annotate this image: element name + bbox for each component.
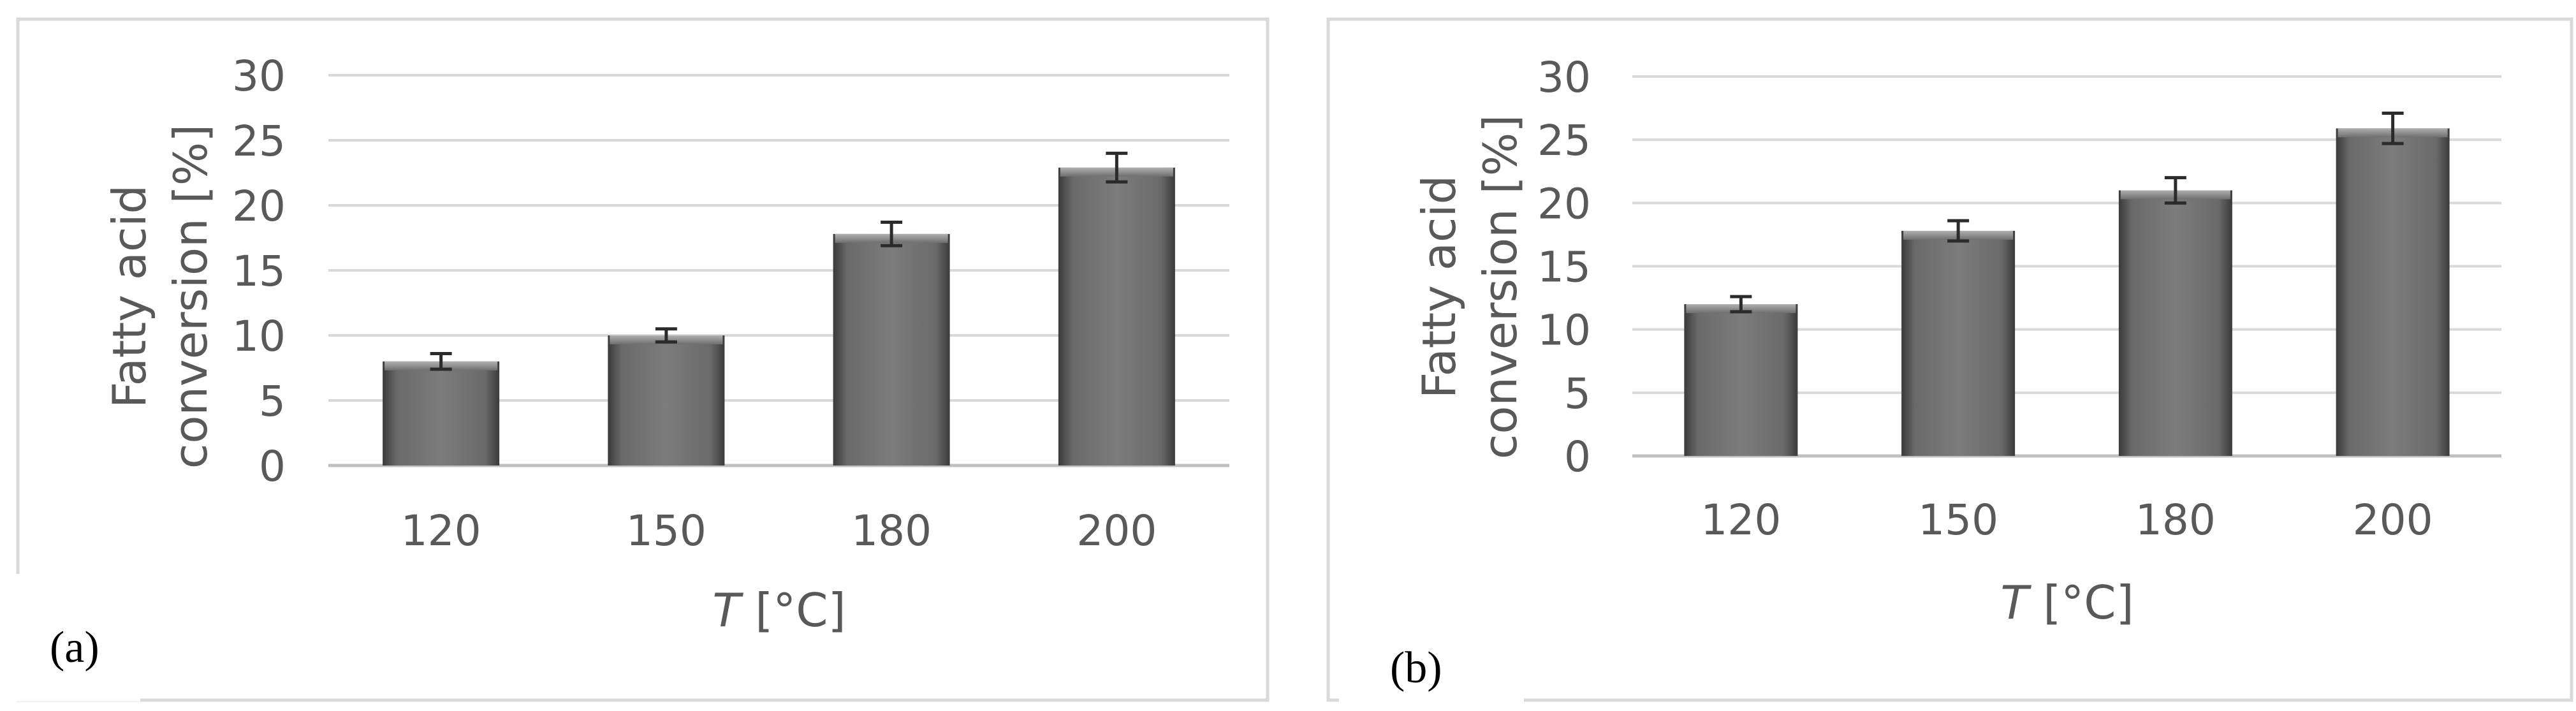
panel-a-y-tick-label: 30	[232, 52, 286, 101]
panel-b-bars	[1684, 128, 2450, 457]
panel-a-y-tick-label: 5	[259, 377, 286, 426]
panel-a-y-tick-label: 0	[259, 442, 286, 491]
panel-b-y-tick-label: 0	[1564, 432, 1591, 481]
panel-a-y-tick-label: 15	[232, 247, 286, 296]
panel-a-y-axis-label-line2: conversion [%]	[164, 124, 217, 469]
panel-a-label: (a)	[50, 623, 99, 672]
panel-b-x-ticks: 120 150 180 200	[1701, 495, 2433, 545]
chart-panel-b: 0 5 10 15 20 25 30 120 150 180 200 Fatty acid con…	[1326, 17, 2573, 711]
panel-b-x-tick-label: 150	[1918, 495, 1998, 545]
panel-b-y-tick-label: 30	[1537, 53, 1591, 102]
panel-a-bar	[1058, 167, 1175, 465]
panel-a-x-tick-label: 180	[851, 506, 932, 555]
panel-b-label: (b)	[1390, 643, 1442, 693]
panel-b-y-tick-label: 25	[1537, 116, 1591, 165]
panel-b-x-tick-label: 200	[2353, 495, 2433, 545]
panel-a-error-bars	[430, 151, 1128, 371]
panel-b-y-tick-label: 20	[1537, 179, 1591, 228]
panel-b-y-axis-label-line1: Fatty acid	[1412, 175, 1466, 399]
panel-a-x-axis-label: T [°C]	[712, 583, 845, 637]
chart-panel-a: 0 5 10 15 20 25 30 120 150 180 200 Fatty acid con…	[6, 17, 1270, 702]
panel-b-bar	[1684, 304, 1798, 456]
panel-b-bar	[2336, 128, 2450, 457]
panel-b-bar	[1901, 230, 2016, 456]
panel-a-y-tick-label: 10	[232, 312, 286, 361]
panel-a-y-tick-label: 20	[232, 182, 286, 231]
panel-a-x-ticks: 120 150 180 200	[401, 506, 1157, 555]
panel-b-bar	[2118, 190, 2232, 456]
panel-a-y-axis-label-line1: Fatty acid	[103, 185, 156, 408]
panel-a-bar	[608, 335, 725, 465]
panel-b-y-tick-label: 5	[1564, 369, 1591, 418]
panel-b-y-tick-label: 10	[1537, 306, 1591, 355]
panel-a-bar	[833, 233, 950, 465]
panel-b-y-axis-label-line2: conversion [%]	[1474, 115, 1527, 459]
panel-b-y-tick-label: 15	[1537, 243, 1591, 292]
panel-a-x-tick-label: 200	[1076, 506, 1157, 555]
panel-b-x-axis-label: T [°C]	[2000, 576, 2133, 629]
panel-b-error-bars	[1730, 112, 2404, 314]
panel-b-label-mask	[1339, 670, 1524, 711]
panel-a-label-mask	[6, 574, 140, 701]
panel-b-y-ticks: 0 5 10 15 20 25 30	[1537, 53, 1591, 481]
panel-a-x-tick-label: 150	[626, 506, 706, 555]
panel-b-x-tick-label: 120	[1701, 495, 1781, 545]
panel-a-bars	[383, 167, 1175, 465]
panel-a-x-tick-label: 120	[401, 506, 481, 555]
panel-b-x-tick-label: 180	[2135, 495, 2216, 545]
panel-a-bar	[383, 361, 500, 465]
panel-a-y-tick-label: 25	[232, 117, 286, 166]
panel-a-y-ticks: 0 5 10 15 20 25 30	[232, 52, 286, 491]
